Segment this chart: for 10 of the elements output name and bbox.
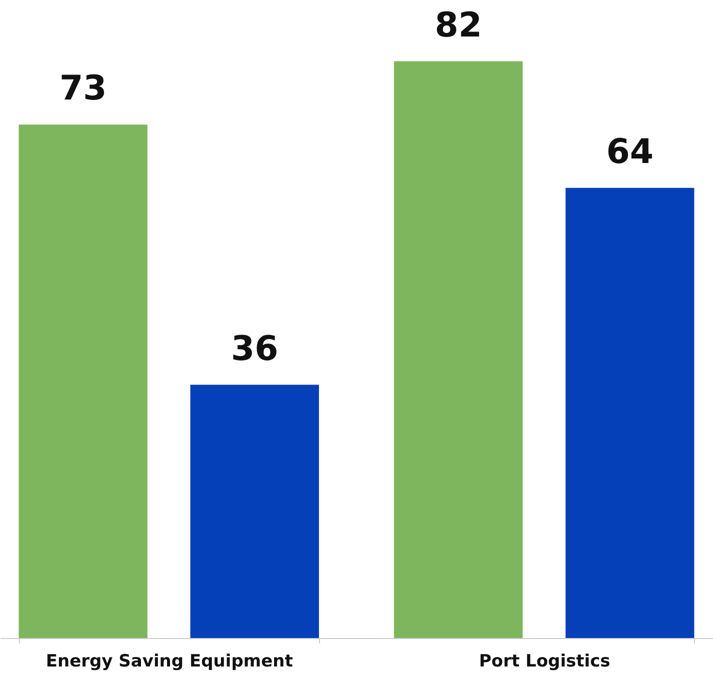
bar xyxy=(190,384,319,638)
data-label: 64 xyxy=(606,132,654,172)
data-label: 73 xyxy=(59,68,107,109)
bar xyxy=(394,61,523,638)
data-label: 36 xyxy=(230,328,278,369)
bar xyxy=(566,188,694,638)
bar xyxy=(18,124,148,638)
x-tick-label: Energy Saving Equipment xyxy=(46,652,293,672)
data-label: 82 xyxy=(434,5,482,46)
x-tick-label: Port Logistics xyxy=(478,652,610,672)
